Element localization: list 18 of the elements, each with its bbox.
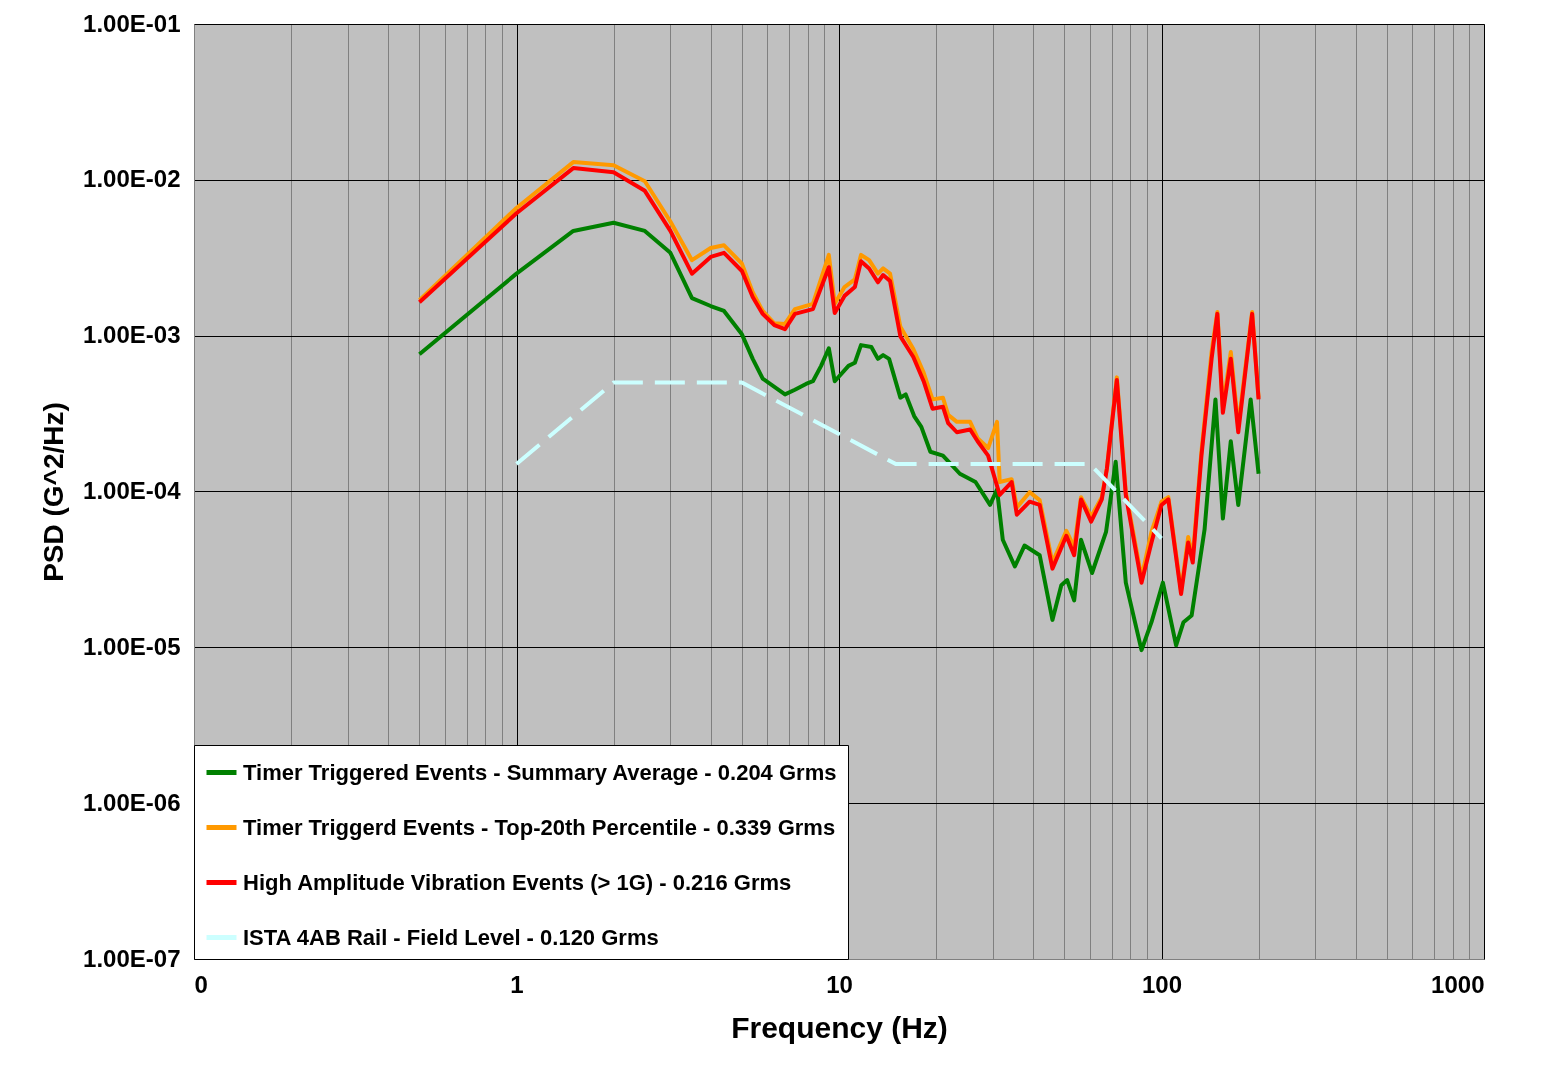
x-tick-label: 10 xyxy=(826,970,853,998)
y-tick-label: 1.00E-05 xyxy=(83,632,181,660)
y-axis-title: PSD (G^2/Hz) xyxy=(38,402,70,582)
x-tick-label: 1000 xyxy=(1431,970,1485,998)
y-tick-label: 1.00E-07 xyxy=(83,944,181,972)
legend-label: High Amplitude Vibration Events (> 1G) - 0.216 Grms xyxy=(243,869,792,895)
legend-label: Timer Triggerd Events - Top-20th Percentile - 0.339 Grms xyxy=(243,814,836,840)
y-tick-label: 1.00E-02 xyxy=(83,165,181,193)
y-tick-label: 1.00E-06 xyxy=(83,788,181,816)
y-tick-label: 1.00E-01 xyxy=(83,9,181,37)
x-tick-label: 1 xyxy=(510,970,524,998)
y-tick-label: 1.00E-03 xyxy=(83,321,181,349)
legend-label: Timer Triggered Events - Summary Average - 0.204 Grms xyxy=(243,759,837,785)
y-tick-label: 1.00E-04 xyxy=(83,477,182,504)
x-tick-label: 0 xyxy=(194,970,208,998)
legend-label: ISTA 4AB Rail - Field Level - 0.120 Grms xyxy=(243,924,659,950)
x-axis-title: Frequency (Hz) xyxy=(731,1010,948,1044)
x-tick-label: 100 xyxy=(1141,970,1183,998)
